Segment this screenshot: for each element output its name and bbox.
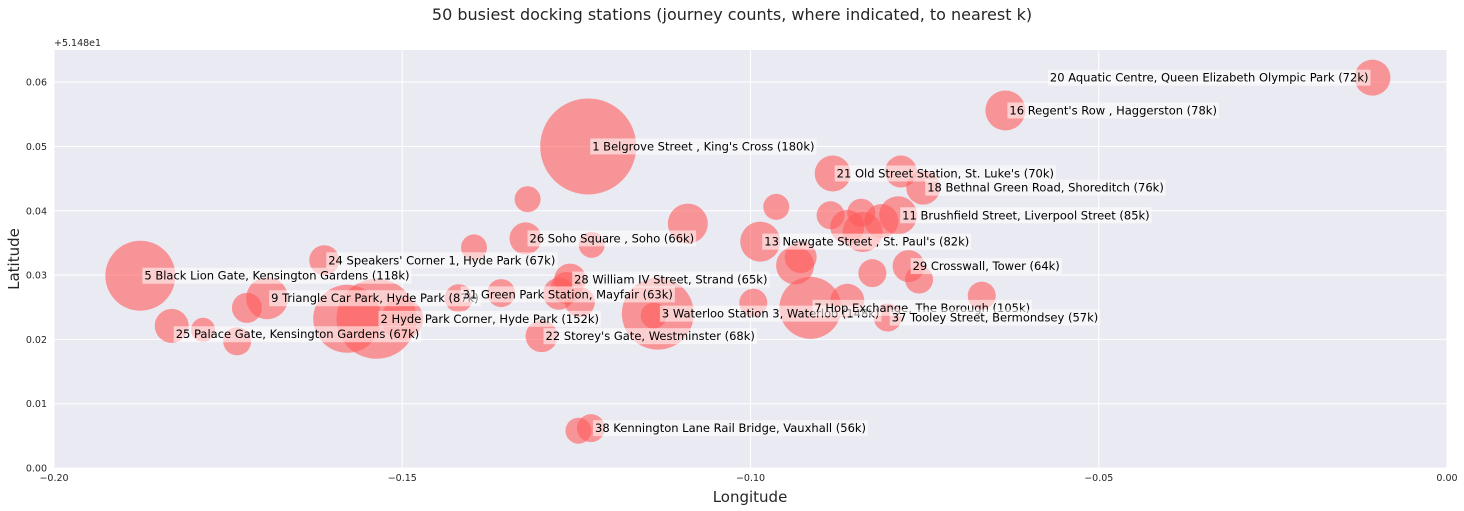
station-annotation: 13 Newgate Street , St. Paul's (82k) bbox=[762, 233, 972, 250]
station-bubble bbox=[231, 292, 262, 323]
station-bubble bbox=[763, 193, 790, 220]
station-bubble bbox=[740, 221, 781, 262]
station-annotation: 37 Tooley Street, Bermondsey (57k) bbox=[889, 309, 1101, 326]
y-offset-label: +5.148e1 bbox=[54, 38, 101, 49]
annotation-label: 22 Storey's Gate, Westminster (68k) bbox=[546, 329, 755, 343]
annotation-label: 25 Palace Gate, Kensington Gardens (67k) bbox=[176, 327, 420, 341]
annotation-box bbox=[142, 267, 412, 284]
station-annotation: 21 Old Street Station, St. Luke's (70k) bbox=[834, 165, 1056, 182]
annotation-box bbox=[593, 420, 869, 437]
station-annotation: 25 Palace Gate, Kensington Gardens (67k) bbox=[173, 326, 422, 343]
annotation-box bbox=[378, 310, 602, 327]
annotation-label: 2 Hyde Park Corner, Hyde Park (152k) bbox=[380, 312, 599, 326]
station-annotation: 24 Speakers' Corner 1, Hyde Park (67k) bbox=[326, 252, 558, 269]
annotation-box bbox=[889, 309, 1101, 326]
annotation-box bbox=[762, 233, 972, 250]
annotation-box bbox=[590, 138, 817, 155]
annotation-box bbox=[1007, 102, 1219, 119]
annotation-box bbox=[326, 252, 558, 269]
annotation-box bbox=[910, 258, 1062, 275]
annotation-label: 13 Newgate Street , St. Paul's (82k) bbox=[764, 235, 969, 249]
annotation-label: 28 William IV Street, Strand (65k) bbox=[574, 273, 767, 287]
x-tick-label: −0.15 bbox=[388, 473, 417, 484]
x-tick-label: 0.00 bbox=[1436, 473, 1457, 484]
station-bubble bbox=[1354, 59, 1391, 96]
station-annotation: 28 William IV Street, Strand (65k) bbox=[572, 271, 770, 288]
station-bubble bbox=[985, 90, 1026, 131]
x-tick-label: −0.20 bbox=[39, 473, 68, 484]
annotation-label: 26 Soho Square , Soho (66k) bbox=[530, 231, 695, 245]
annotation-box bbox=[543, 328, 757, 345]
annotation-label: 9 Triangle Car Park, Hyde Park (87k) bbox=[271, 291, 479, 305]
annotation-box bbox=[460, 286, 675, 303]
annotation-label: 31 Green Park Station, Mayfair (63k) bbox=[463, 287, 673, 301]
annotation-box bbox=[925, 179, 1166, 196]
annotation-box bbox=[900, 207, 1152, 224]
annotation-box bbox=[834, 165, 1056, 182]
annotation-label: 11 Brushfield Street, Liverpool Street (… bbox=[902, 208, 1149, 222]
y-tick-label: 0.04 bbox=[26, 206, 47, 217]
station-bubble bbox=[514, 186, 541, 213]
annotation-label: 29 Crosswall, Tower (64k) bbox=[913, 259, 1060, 273]
annotation-label: 20 Aquatic Centre, Queen Elizabeth Olymp… bbox=[1050, 71, 1369, 85]
station-bubble bbox=[847, 198, 876, 227]
y-tick-label: 0.00 bbox=[26, 464, 47, 475]
station-annotation: 29 Crosswall, Tower (64k) bbox=[910, 258, 1062, 275]
station-bubble bbox=[816, 201, 845, 230]
station-bubble bbox=[105, 240, 176, 311]
station-annotation: 11 Brushfield Street, Liverpool Street (… bbox=[900, 207, 1152, 224]
annotation-label: 24 Speakers' Corner 1, Hyde Park (67k) bbox=[328, 253, 555, 267]
chart-title: 50 busiest docking stations (journey cou… bbox=[432, 5, 1032, 24]
station-annotation: 18 Bethnal Green Road, Shoreditch (76k) bbox=[925, 179, 1166, 196]
annotation-box bbox=[1047, 69, 1371, 86]
y-tick-label: 0.02 bbox=[26, 335, 47, 346]
station-bubble bbox=[814, 155, 851, 192]
y-tick-label: 0.03 bbox=[26, 271, 47, 282]
station-annotation: 5 Black Lion Gate, Kensington Gardens (1… bbox=[142, 267, 412, 284]
x-tick-label: −0.10 bbox=[736, 473, 765, 484]
station-bubble bbox=[565, 417, 592, 444]
station-bubble bbox=[858, 259, 887, 288]
annotation-box bbox=[527, 230, 697, 247]
annotation-box bbox=[173, 326, 422, 343]
annotation-box bbox=[269, 290, 481, 307]
y-tick-labels: 0.00 0.01 0.02 0.03 0.04 0.05 0.06 bbox=[26, 78, 47, 475]
annotation-box bbox=[572, 271, 770, 288]
annotation-label: 5 Black Lion Gate, Kensington Gardens (1… bbox=[144, 269, 409, 283]
x-tick-label: −0.05 bbox=[1084, 473, 1113, 484]
annotation-label: 38 Kennington Lane Rail Bridge, Vauxhall… bbox=[595, 421, 866, 435]
x-axis-label: Longitude bbox=[713, 488, 788, 506]
annotation-label: 21 Old Street Station, St. Luke's (70k) bbox=[837, 166, 1054, 180]
station-annotation: 38 Kennington Lane Rail Bridge, Vauxhall… bbox=[593, 420, 869, 437]
annotation-label: 16 Regent's Row , Haggerston (78k) bbox=[1009, 103, 1217, 117]
station-annotation: 2 Hyde Park Corner, Hyde Park (152k) bbox=[378, 310, 602, 327]
y-tick-label: 0.01 bbox=[26, 399, 47, 410]
y-tick-label: 0.06 bbox=[26, 78, 47, 89]
station-annotation: 26 Soho Square , Soho (66k) bbox=[527, 230, 697, 247]
station-annotation: 9 Triangle Car Park, Hyde Park (87k) bbox=[269, 290, 481, 307]
annotation-label: 18 Bethnal Green Road, Shoreditch (76k) bbox=[927, 181, 1164, 195]
station-annotation: 31 Green Park Station, Mayfair (63k) bbox=[460, 286, 675, 303]
annotation-label: 1 Belgrove Street , King's Cross (180k) bbox=[592, 139, 814, 153]
station-annotation: 1 Belgrove Street , King's Cross (180k) bbox=[590, 138, 817, 155]
station-bubble bbox=[540, 98, 637, 195]
x-tick-labels: −0.20 −0.15 −0.10 −0.05 0.00 bbox=[39, 473, 1457, 484]
annotation-label: 37 Tooley Street, Bermondsey (57k) bbox=[892, 311, 1099, 325]
station-annotation: 22 Storey's Gate, Westminster (68k) bbox=[543, 328, 757, 345]
y-axis-label: Latitude bbox=[5, 228, 23, 290]
annotation-layer: 1 Belgrove Street , King's Cross (180k) 2… bbox=[142, 69, 1371, 437]
y-tick-label: 0.05 bbox=[26, 142, 47, 153]
station-annotation: 16 Regent's Row , Haggerston (78k) bbox=[1007, 102, 1219, 119]
station-annotation: 20 Aquatic Centre, Queen Elizabeth Olymp… bbox=[1047, 69, 1371, 86]
